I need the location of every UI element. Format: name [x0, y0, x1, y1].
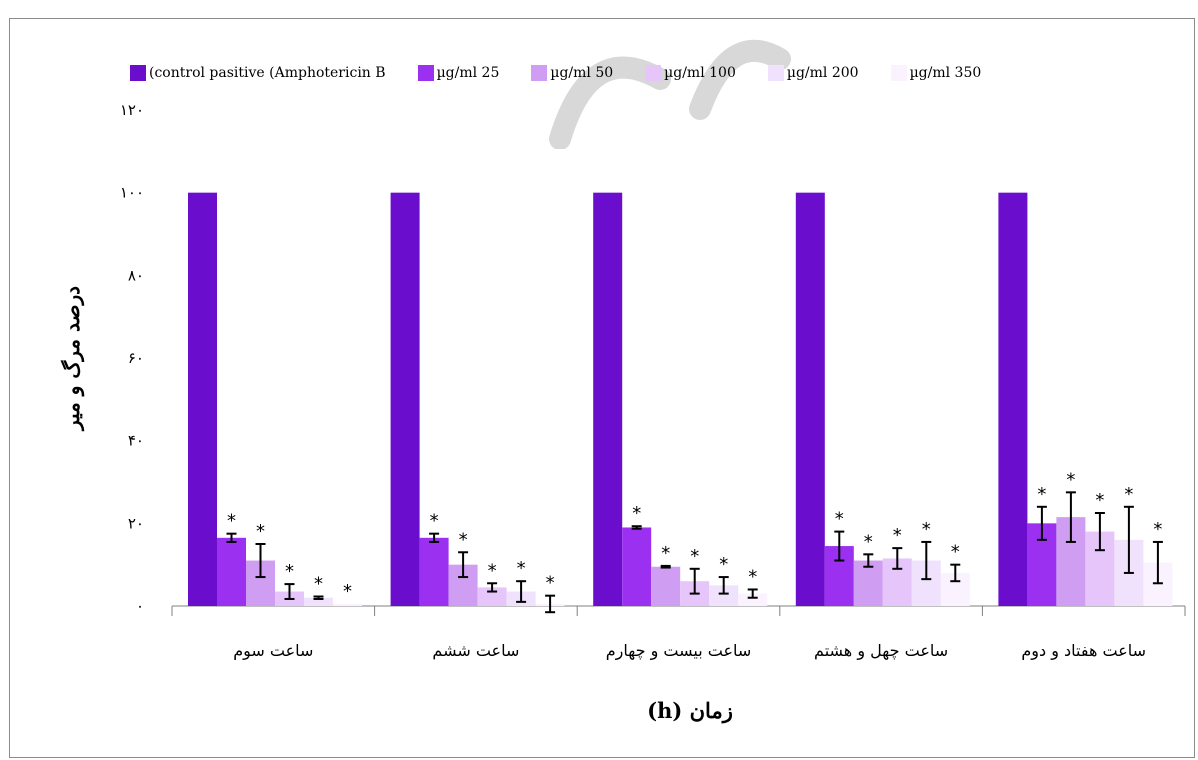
y-tick-label: ۲۰ [128, 514, 144, 532]
y-tick-label: ۱۲۰ [120, 101, 144, 119]
y-tick-label: ۰ [136, 597, 144, 615]
legend-label: µg/ml 50 [550, 65, 614, 81]
significance-marker: * [546, 573, 555, 594]
x-tick-label: ساعت بیست و چهارم [606, 641, 752, 661]
y-tick-label: ۸۰ [128, 266, 144, 284]
significance-marker: * [835, 509, 844, 530]
legend-item: µg/ml 100 [645, 62, 736, 84]
bar [390, 192, 420, 606]
legend-swatch [130, 65, 146, 81]
x-tick-label: ساعت چهل و هشتم [814, 641, 948, 661]
significance-marker: * [1037, 484, 1046, 505]
legend-label: µg/ml 200 [786, 65, 859, 81]
significance-marker: * [893, 525, 902, 546]
watermark-logo [549, 39, 791, 149]
legend-item: µg/ml 25 [417, 62, 500, 84]
legend-label: (control pasitive (Amphotericin B [149, 65, 386, 81]
bar [738, 593, 768, 606]
legend-item: µg/ml 200 [767, 62, 859, 84]
legend-label: µg/ml 350 [909, 65, 982, 81]
legend-label: µg/ml 25 [436, 65, 500, 81]
bar [217, 537, 246, 606]
significance-marker: * [488, 560, 497, 581]
significance-marker: * [690, 546, 699, 567]
significance-marker: * [256, 521, 265, 542]
bar [709, 585, 739, 606]
significance-marker: * [314, 573, 323, 594]
legend-item: µg/ml 50 [531, 62, 613, 84]
significance-marker: * [632, 503, 641, 524]
bar [651, 566, 681, 606]
bar [188, 192, 217, 606]
y-tick-label: ۱۰۰ [120, 184, 144, 202]
significance-marker: * [285, 561, 294, 582]
x-tick-label: ساعت سوم [233, 641, 313, 661]
bar [333, 603, 362, 606]
bar [304, 597, 333, 606]
bar [795, 192, 825, 606]
significance-marker: * [661, 543, 670, 564]
significance-marker: * [864, 531, 873, 552]
legend-label: µg/ml 100 [664, 65, 736, 81]
legend-item: (control pasitive (Amphotericin B [130, 62, 386, 84]
bar [593, 192, 623, 606]
significance-marker: * [430, 511, 439, 532]
y-axis-label: درصد مرگ و میر [60, 285, 84, 431]
legend-swatch [767, 65, 784, 81]
significance-marker: * [227, 511, 236, 532]
legend-swatch [890, 65, 907, 81]
significance-marker: * [748, 566, 757, 587]
bar [853, 560, 883, 606]
significance-marker: * [1066, 469, 1075, 490]
x-tick-label: ساعت ششم [432, 641, 519, 660]
bar [477, 587, 507, 606]
bar [998, 192, 1028, 606]
bars-group: * * * * * * * * * * * * * * * * * * * * * * * * * [188, 192, 1173, 614]
significance-marker: * [459, 529, 468, 550]
significance-marker: * [951, 542, 960, 563]
significance-marker: * [719, 554, 728, 575]
significance-marker: * [343, 581, 352, 602]
significance-marker: * [1153, 519, 1162, 540]
legend-swatch [417, 65, 434, 81]
x-axis: ساعت سوم ساعت ششم ساعت بیست و چهارم ساعت چه… [171, 606, 1186, 661]
y-tick-label: ۶۰ [128, 349, 144, 367]
y-tick-label: ۴۰ [128, 432, 144, 450]
x-axis-label: زمان (h) [647, 698, 733, 723]
significance-marker: * [517, 558, 526, 579]
significance-marker: * [1124, 484, 1133, 505]
bar [419, 537, 449, 606]
legend-swatch [531, 65, 548, 81]
significance-marker: * [1095, 490, 1104, 511]
bar [622, 527, 652, 606]
significance-marker: * [922, 519, 931, 540]
legend-item: µg/ml 350 [890, 62, 982, 84]
x-tick-label: ساعت هفتاد و دوم [1021, 641, 1146, 661]
chart-legend: (control pasitive (Amphotericin B µg/ml 2… [130, 62, 1180, 84]
legend-swatch [645, 65, 662, 81]
